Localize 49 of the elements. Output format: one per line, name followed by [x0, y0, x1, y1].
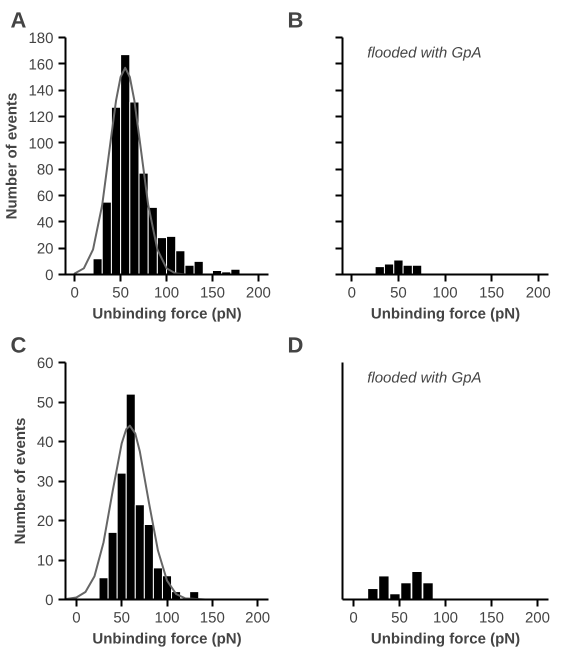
y-tick-label: 50	[36, 394, 54, 412]
y-tick-label: 60	[36, 355, 54, 372]
x-tick-label: 0	[70, 284, 79, 302]
x-tick-label: 200	[526, 284, 551, 302]
y-tick-label: 0	[45, 267, 54, 284]
y-tick-label: 40	[36, 434, 54, 451]
x-tick-label: 150	[200, 610, 225, 626]
x-tick-label: 100	[154, 284, 180, 302]
x-tick-label: 200	[524, 610, 550, 626]
x-tick-label: 150	[479, 284, 504, 302]
x-tick-label: 50	[391, 610, 408, 626]
x-tick-label: 150	[478, 610, 504, 626]
x-tick-label: 200	[245, 610, 270, 626]
text: flooded with GpA	[367, 370, 482, 386]
x-tick-label: 150	[200, 284, 225, 302]
chart-title: B	[288, 8, 304, 32]
y-tick-label: 60	[36, 188, 54, 205]
x-tick-label: 0	[348, 284, 356, 302]
chart-title: D	[288, 332, 304, 358]
y-tick-label: 180	[28, 30, 54, 47]
x-tick-label: 0	[72, 610, 81, 626]
y-tick-label: 40	[36, 214, 54, 232]
y-tick-label: 0	[45, 592, 54, 609]
x-axis-title: Unbinding force (pN)	[92, 630, 242, 648]
x-tick-label: 200	[246, 284, 271, 302]
y-tick-label: 100	[28, 135, 54, 152]
y-tick-label: 30	[36, 474, 54, 490]
chart-title: A	[10, 8, 26, 32]
chart-title: C	[10, 332, 26, 358]
annotation: flooded with GpA	[367, 44, 482, 62]
y-axis-title: Number of events	[3, 92, 20, 220]
x-tick-label: 50	[390, 284, 407, 302]
y-tick-label: 20	[36, 240, 54, 258]
x-axis-title: Unbinding force (pN)	[370, 306, 520, 322]
y-tick-label: 140	[28, 82, 54, 100]
y-tick-label: 80	[36, 162, 54, 179]
y-tick-label: 120	[28, 109, 54, 126]
x-tick-label: 100	[432, 610, 458, 626]
x-tick-label: 50	[113, 610, 130, 626]
y-tick-label: 20	[36, 513, 54, 530]
x-tick-label: 0	[349, 610, 358, 626]
y-tick-label: 160	[28, 56, 54, 74]
x-axis-title: Unbinding force (pN)	[370, 630, 520, 648]
y-axis-title: Number of events	[12, 418, 29, 544]
x-tick-label: 100	[154, 610, 180, 626]
x-tick-label: 50	[112, 284, 129, 302]
x-tick-label: 100	[432, 284, 458, 302]
y-tick-label: 10	[36, 552, 54, 570]
x-axis-title: Unbinding force (pN)	[92, 306, 242, 322]
